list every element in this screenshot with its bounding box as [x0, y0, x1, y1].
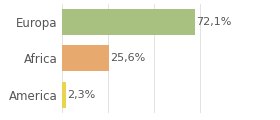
Text: 72,1%: 72,1%: [196, 17, 232, 27]
Bar: [62, 82, 66, 108]
Bar: [62, 45, 109, 71]
Bar: [62, 9, 195, 35]
Text: 2,3%: 2,3%: [67, 90, 95, 100]
Text: 25,6%: 25,6%: [110, 53, 146, 63]
